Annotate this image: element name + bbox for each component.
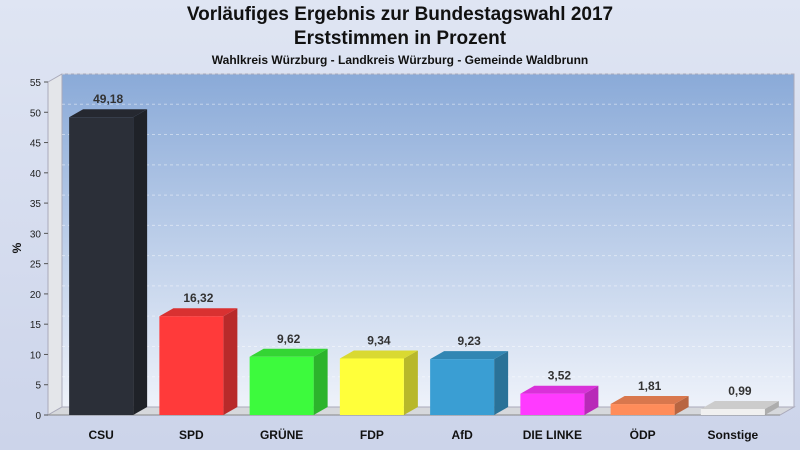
bar-front <box>430 359 495 415</box>
x-tick-label: FDP <box>360 428 384 442</box>
bar-side <box>313 348 328 415</box>
y-tick-label: 30 <box>30 229 42 240</box>
bar-side <box>403 350 418 415</box>
bar-top <box>69 109 148 118</box>
bar-value-label: 16,32 <box>183 291 213 305</box>
plot-left-wall <box>47 73 63 416</box>
x-tick-label: CSU <box>88 428 113 442</box>
y-tick-label: 25 <box>30 260 42 271</box>
bar-front <box>69 117 134 415</box>
bar-top <box>700 401 779 410</box>
x-tick-label: ÖDP <box>630 427 656 442</box>
y-tick-label: 20 <box>30 290 42 301</box>
chart-subtitle: Erststimmen in Prozent <box>293 28 507 49</box>
bar-side <box>494 351 509 415</box>
bar-ödp <box>610 396 689 415</box>
bar-front <box>700 409 765 415</box>
bar-value-label: 9,23 <box>457 334 481 348</box>
bar-front <box>339 358 404 415</box>
x-tick-label: DIE LINKE <box>523 428 582 442</box>
y-tick-label: 0 <box>35 411 41 422</box>
bar-top <box>159 308 238 317</box>
bar-side <box>133 109 148 415</box>
bar-afd <box>430 351 509 415</box>
bar-front <box>520 393 585 415</box>
bar-value-label: 1,81 <box>638 379 662 393</box>
bar-top <box>430 351 509 360</box>
chart-title: Vorläufiges Ergebnis zur Bundestagswahl … <box>186 4 614 25</box>
bar-value-label: 9,34 <box>367 333 391 347</box>
y-tick-label: 5 <box>35 381 41 392</box>
bar-spd <box>159 308 238 415</box>
chart-region-label: Wahlkreis Würzburg - Landkreis Würzburg … <box>211 53 589 67</box>
y-tick-label: 10 <box>30 350 42 361</box>
bar-front <box>159 316 224 415</box>
y-tick-label: 15 <box>30 320 42 331</box>
bar-side <box>584 385 599 415</box>
bar-die-linke <box>520 385 599 415</box>
bar-fdp <box>339 350 418 415</box>
y-tick-label: 55 <box>30 78 42 89</box>
y-tick-label: 35 <box>30 199 42 210</box>
bar-value-label: 9,62 <box>277 332 301 346</box>
bar-value-label: 0,99 <box>728 384 752 398</box>
bar-side <box>223 308 238 415</box>
bar-side <box>764 401 779 415</box>
bar-front <box>249 356 314 415</box>
bar-side <box>674 396 689 415</box>
bar-sonstige <box>700 401 779 415</box>
bar-top <box>520 385 599 394</box>
bar-top <box>610 396 689 405</box>
bar-top <box>339 350 418 359</box>
y-tick-label: 50 <box>30 108 42 119</box>
bar-csu <box>69 109 148 415</box>
bar-value-label: 49,18 <box>93 92 123 106</box>
x-tick-label: SPD <box>179 428 204 442</box>
y-axis-label: % <box>10 242 24 253</box>
bar-grüne <box>249 348 328 415</box>
x-tick-label: AfD <box>451 428 473 442</box>
y-tick-label: 40 <box>30 169 42 180</box>
bar-top <box>249 348 328 357</box>
bar-value-label: 3,52 <box>548 369 572 383</box>
x-tick-label: Sonstige <box>708 428 759 442</box>
bar-front <box>610 404 675 415</box>
x-tick-label: GRÜNE <box>260 427 303 442</box>
y-tick-label: 45 <box>30 139 42 150</box>
